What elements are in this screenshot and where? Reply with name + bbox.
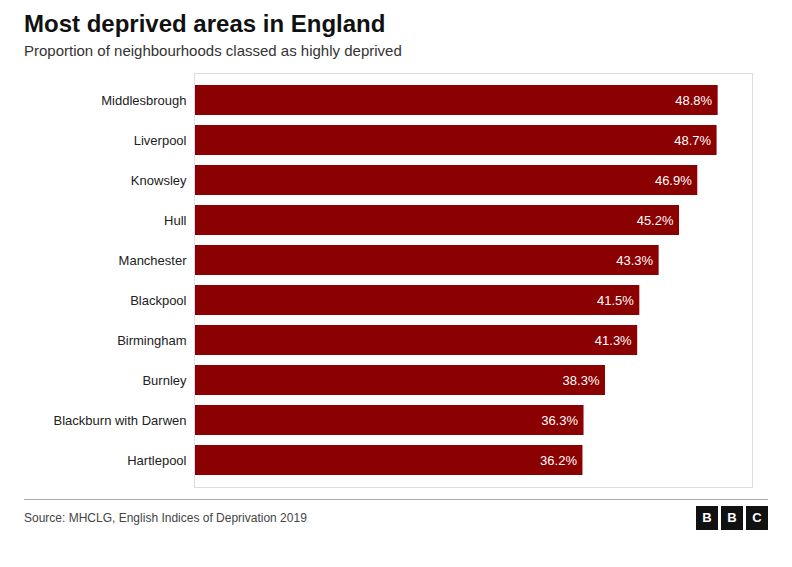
svg-text:Burnley: Burnley [142,373,187,388]
svg-text:41.3%: 41.3% [595,333,632,348]
svg-text:45.2%: 45.2% [637,213,674,228]
svg-text:Blackpool: Blackpool [130,293,186,308]
svg-text:Liverpool: Liverpool [134,133,187,148]
html-text:Proportion of neighbourhoods c: Proportion of neighbourhoods classed as … [24,42,402,59]
svg-text:38.3%: 38.3% [563,373,600,388]
svg-text:Blackburn with Darwen: Blackburn with Darwen [54,413,187,428]
svg-text:Middlesbrough: Middlesbrough [101,93,186,108]
svg-text:Hartlepool: Hartlepool [127,453,186,468]
svg-text:Knowsley: Knowsley [131,173,187,188]
html-text:Source: MHCLG, English Indices: Source: MHCLG, English Indices of Depriv… [24,511,307,525]
svg-text:36.3%: 36.3% [541,413,578,428]
svg-text:Manchester: Manchester [119,253,188,268]
svg-text:43.3%: 43.3% [616,253,653,268]
html-text:Most deprived areas in England: Most deprived areas in England [24,10,386,37]
svg-text:Hull: Hull [164,213,187,228]
svg-text:46.9%: 46.9% [655,173,692,188]
svg-text:36.2%: 36.2% [540,453,577,468]
svg-text:48.8%: 48.8% [675,93,712,108]
html-text:B: B [702,510,712,525]
svg-text:48.7%: 48.7% [674,133,711,148]
html-text:B: B [727,510,737,525]
svg-text:Birmingham: Birmingham [117,333,186,348]
html-text:C: C [752,510,762,525]
svg-text:41.5%: 41.5% [597,293,634,308]
